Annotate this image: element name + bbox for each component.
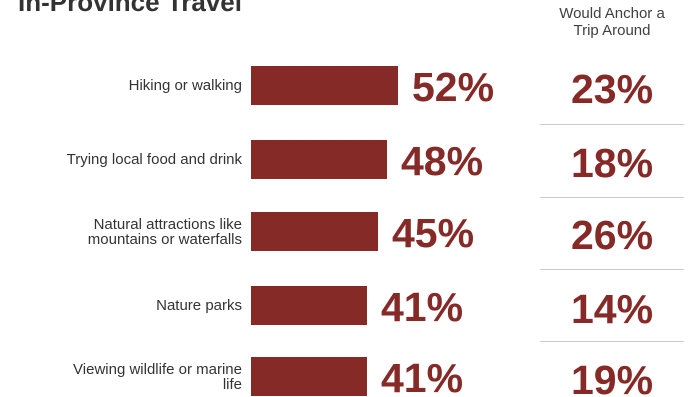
bar	[251, 286, 367, 325]
anchor-value-label: 26%	[570, 212, 654, 258]
anchor-column-header-line-2: Trip Around	[573, 22, 651, 39]
category-label-line: Natural attractions like	[93, 216, 242, 233]
category-label: Viewing wildlife or marine life	[2, 362, 242, 392]
anchor-value-label: 19%	[570, 357, 654, 397]
bar-value-label: 52%	[412, 64, 495, 110]
row-divider	[540, 197, 684, 198]
category-label-line: Trying local food and drink	[66, 151, 242, 168]
bar	[251, 212, 378, 251]
anchor-column-header: Would Anchor a Trip Around	[550, 5, 674, 39]
category-label: Nature parks	[2, 298, 242, 313]
anchor-value-label: 14%	[570, 286, 654, 332]
bar-value-label: 45%	[392, 210, 475, 256]
row-divider	[540, 124, 684, 125]
bar	[251, 140, 387, 179]
anchor-column-header-line-1: Would Anchor a	[559, 5, 665, 22]
anchor-value-label: 18%	[570, 140, 654, 186]
category-label-line: mountains or waterfalls	[87, 231, 242, 248]
category-label: Trying local food and drink	[2, 152, 242, 167]
category-label: Natural attractions like mountains or wat…	[2, 217, 242, 247]
bar-value-label: 48%	[401, 138, 484, 184]
category-label-line: Hiking or walking	[128, 77, 242, 94]
category-label: Hiking or walking	[2, 78, 242, 93]
chart-title: In-Province Travel	[18, 0, 242, 17]
bar-value-label: 41%	[381, 284, 464, 330]
bar-value-label: 41%	[381, 355, 464, 397]
category-label-line: Nature parks	[156, 297, 242, 314]
category-label-line: Viewing wildlife or marine	[73, 361, 242, 378]
bar	[251, 357, 367, 396]
anchor-value-label: 23%	[570, 66, 654, 112]
row-divider	[540, 269, 684, 270]
category-label-line: life	[222, 376, 242, 393]
bar	[251, 66, 398, 105]
row-divider	[540, 341, 684, 342]
